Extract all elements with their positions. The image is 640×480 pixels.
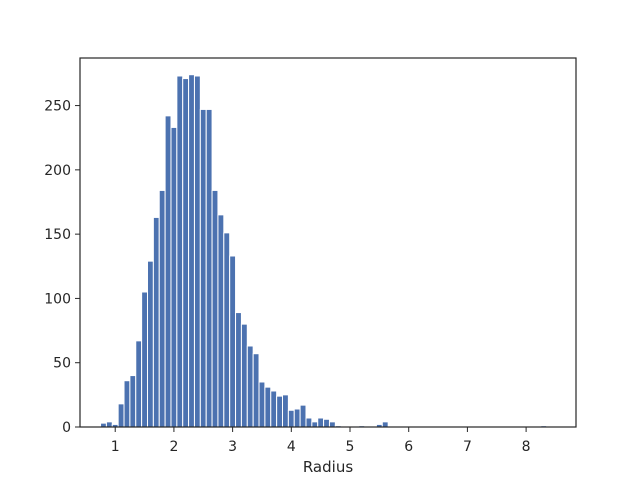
histogram-bar xyxy=(152,216,160,428)
histogram-bar xyxy=(240,323,248,428)
x-tick-label: 5 xyxy=(346,439,355,455)
histogram-bar xyxy=(188,74,195,428)
x-tick-label: 1 xyxy=(111,439,120,455)
histogram-bar xyxy=(205,108,213,428)
histogram-bar xyxy=(158,189,166,428)
histogram-bar xyxy=(270,390,278,428)
histogram-bar xyxy=(129,375,137,428)
histogram-bar xyxy=(328,421,336,428)
y-tick-label: 250 xyxy=(44,99,71,115)
histogram-bar xyxy=(381,421,389,428)
y-tick-label: 200 xyxy=(44,163,71,179)
x-axis-ticks: 1 2 3 4 5 6 7 8 xyxy=(111,427,531,455)
histogram-bar xyxy=(105,421,113,428)
histogram-bar xyxy=(293,408,301,428)
histogram-bar xyxy=(217,214,225,428)
x-tick-label: 8 xyxy=(522,439,531,455)
histogram-bar xyxy=(223,232,231,428)
x-tick-label: 3 xyxy=(228,439,237,455)
histogram-bar xyxy=(252,353,260,428)
histogram-bar xyxy=(147,260,154,428)
y-tick-label: 0 xyxy=(62,420,71,436)
histogram-bar xyxy=(123,380,131,428)
histogram-bar xyxy=(264,386,272,428)
x-tick-label: 6 xyxy=(404,439,413,455)
x-tick-label: 7 xyxy=(463,439,472,455)
histogram-bar xyxy=(323,418,330,428)
histogram-bar xyxy=(199,108,207,428)
histogram-bar xyxy=(235,312,242,428)
histogram-bar xyxy=(287,409,295,428)
y-axis-ticks: 0 50 100 150 200 250 xyxy=(44,99,80,436)
histogram-bar xyxy=(282,394,289,428)
y-tick-label: 150 xyxy=(44,227,71,243)
histogram-bar xyxy=(182,78,190,428)
x-axis-label: Radius xyxy=(303,458,353,476)
histogram-bar xyxy=(135,340,143,428)
histogram-bar xyxy=(317,417,325,428)
histogram-bar xyxy=(141,291,149,428)
y-tick-label: 100 xyxy=(44,291,71,307)
plot-frame xyxy=(79,57,577,428)
histogram-bar xyxy=(117,403,125,428)
x-tick-label: 2 xyxy=(169,439,178,455)
histogram-bar xyxy=(258,381,266,428)
histogram-bars xyxy=(100,74,548,428)
histogram-bar xyxy=(246,345,254,428)
histogram-bar xyxy=(299,404,307,428)
histogram-bar xyxy=(229,255,237,428)
y-tick-label: 50 xyxy=(53,356,71,372)
histogram-bar xyxy=(305,417,313,428)
histogram-bar xyxy=(276,395,284,428)
histogram-bar xyxy=(311,421,319,428)
histogram-bar xyxy=(211,189,219,428)
histogram-bar xyxy=(170,126,178,428)
x-tick-label: 4 xyxy=(287,439,296,455)
histogram-bar xyxy=(164,115,172,428)
histogram-bar xyxy=(193,75,201,428)
histogram-bar xyxy=(176,75,184,428)
